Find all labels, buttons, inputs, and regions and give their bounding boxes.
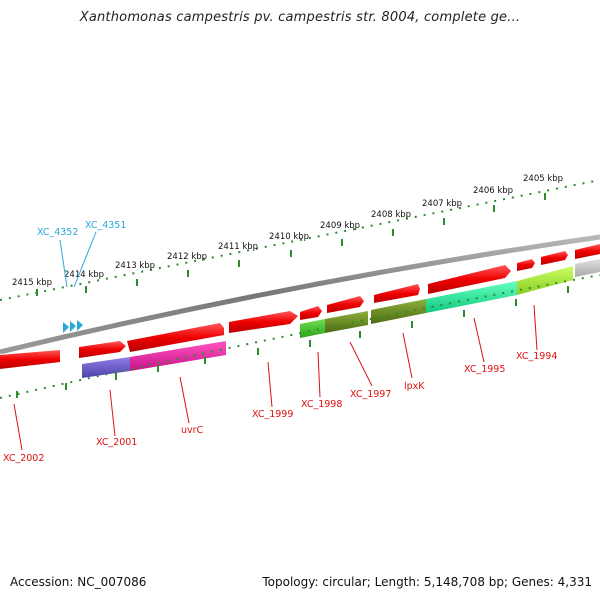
gene-band-gray [575, 259, 600, 277]
gene-band-xc2001 [82, 357, 130, 378]
kbp-label: 2412 kbp [167, 252, 207, 262]
gene-leader-lines [13, 304, 538, 451]
gene-label-xc1998: XC_1998 [301, 399, 342, 410]
genome-backbone [0, 234, 600, 355]
gene-arrow [300, 306, 322, 320]
gene-label-xc1997: XC_1997 [350, 389, 391, 400]
gene-arrow [575, 244, 600, 259]
kbp-label: 2408 kbp [371, 210, 411, 220]
gene-arrow [374, 284, 420, 303]
gene-label-xc4352: XC_4352 [37, 227, 78, 238]
gene-arrow [517, 259, 535, 271]
gene-label-uvrc: uvrC [181, 425, 204, 436]
kbp-label: 2406 kbp [473, 186, 513, 196]
kbp-label: 2405 kbp [523, 174, 563, 184]
upper-major-ticks [36, 193, 546, 296]
gene-label-xc1995: XC_1995 [464, 364, 505, 375]
accession-text: Accession: NC_007086 [10, 575, 147, 589]
kbp-label: 2411 kbp [218, 242, 258, 252]
gene-arrow [127, 323, 224, 352]
gene-labels: XC_2002 XC_2001 uvrC XC_1999 XC_1998 XC_… [3, 351, 557, 464]
small-arrow-icons [63, 320, 83, 333]
gene-arrow [229, 311, 298, 333]
gene-band-xc1995 [426, 281, 517, 313]
gene-band-lpxk [371, 299, 426, 324]
kbp-label: 2414 kbp [64, 270, 104, 280]
kbp-labels: 2415 kbp 2414 kbp 2413 kbp 2412 kbp 2411… [12, 174, 563, 288]
lower-tick-ring [0, 274, 600, 399]
kbp-label: 2407 kbp [422, 199, 462, 209]
kbp-label: 2413 kbp [115, 261, 155, 271]
gene-label-xc1999: XC_1999 [252, 409, 293, 420]
upper-gene-labels: XC_4352 XC_4351 [37, 220, 126, 288]
gene-arrow [0, 350, 60, 369]
gene-arrow [428, 265, 511, 294]
kbp-label: 2409 kbp [320, 221, 360, 231]
gene-band-xc1994 [517, 266, 573, 295]
gene-category-bands [82, 259, 600, 378]
kbp-label: 2415 kbp [12, 278, 52, 288]
gene-arrow [327, 296, 364, 313]
gene-label-xc2002: XC_2002 [3, 453, 44, 464]
gene-band-uvrc [130, 341, 226, 371]
kbp-label: 2410 kbp [269, 232, 309, 242]
forward-strand-genes [0, 244, 600, 369]
genome-summary-text: Topology: circular; Length: 5,148,708 bp… [262, 575, 592, 589]
gene-band-xc1997 [325, 311, 368, 333]
gene-label-xc4351: XC_4351 [85, 220, 126, 231]
gene-label-lpxk: lpxK [404, 381, 425, 392]
lower-major-ticks [16, 286, 569, 398]
gene-arrow [79, 341, 126, 358]
gene-band-xc1998 [300, 319, 325, 338]
map-title: Xanthomonas campestris pv. campestris st… [79, 10, 521, 25]
gene-label-xc2001: XC_2001 [96, 437, 137, 448]
gene-label-xc1994: XC_1994 [516, 351, 557, 362]
gene-arrow [541, 251, 568, 265]
